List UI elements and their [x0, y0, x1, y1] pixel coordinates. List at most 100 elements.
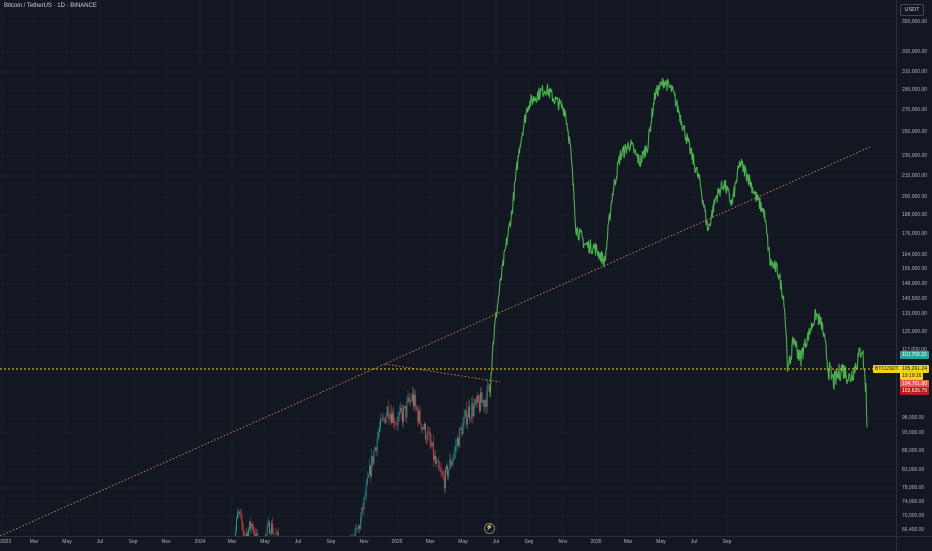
candle-body — [239, 512, 240, 513]
candle-body — [410, 400, 411, 402]
candle-body — [387, 407, 388, 416]
candle-body — [481, 392, 482, 402]
candle-body — [419, 411, 420, 423]
candle-body — [477, 396, 478, 403]
candle-body — [240, 513, 241, 515]
trend-line[interactable] — [0, 147, 870, 536]
trend-line-short[interactable] — [385, 364, 500, 382]
candle-body — [452, 462, 453, 465]
candle-body — [429, 431, 430, 432]
candle-body — [486, 400, 487, 407]
candle-body — [459, 428, 460, 446]
candle-body — [237, 513, 238, 519]
chart-pane[interactable]: Bitcoin / TetherUS · 1D · BINANCE ⚡ — [0, 0, 896, 536]
candle-body — [473, 403, 474, 416]
countdown-tag: 19:19:16 — [900, 372, 923, 380]
candle-body — [270, 533, 271, 534]
time-axis-label: Mar — [30, 539, 39, 545]
price-axis-label: 176,000.00 — [902, 231, 927, 237]
price-axis-label: 156,000.00 — [902, 266, 927, 272]
projection-path — [490, 78, 867, 427]
candle-body — [356, 529, 357, 530]
candle-body — [275, 534, 276, 535]
candle-body — [394, 423, 395, 424]
candle-body — [359, 526, 360, 529]
candle-body — [445, 469, 446, 489]
candle-body — [399, 412, 400, 416]
time-axis-label: 2025 — [391, 539, 402, 545]
candle-body — [392, 413, 393, 424]
time-axis-label: May — [260, 539, 269, 545]
candle-body — [355, 529, 356, 537]
candle-body — [379, 428, 380, 432]
candle-body — [448, 469, 449, 476]
candle-body — [272, 523, 273, 533]
candle-body — [434, 456, 435, 460]
candle-body — [361, 508, 362, 518]
candle-body — [467, 418, 468, 425]
candle-body — [365, 496, 366, 497]
candle-body — [377, 437, 378, 450]
price-axis-label: 270,000.00 — [902, 107, 927, 113]
price-axis-label: 83,000.00 — [902, 467, 924, 473]
candle-body — [454, 451, 455, 457]
candle-body — [489, 385, 490, 392]
candle-body — [411, 400, 412, 401]
candle-body — [397, 424, 398, 425]
time-axis-label: Sep — [327, 539, 336, 545]
candle-body — [389, 418, 390, 419]
lightning-bolt-icon[interactable]: ⚡ — [484, 523, 495, 534]
candle-body — [401, 408, 402, 412]
price-axis-label: 350,000.00 — [902, 19, 927, 25]
candle-body — [465, 410, 466, 416]
candle-body — [438, 461, 439, 467]
candle-body — [400, 408, 401, 412]
time-axis-label: Mar — [426, 539, 435, 545]
candle-body — [242, 515, 243, 524]
candle-body — [440, 467, 441, 470]
candle-body — [426, 439, 427, 440]
time-axis-label: Sep — [129, 539, 138, 545]
candle-body — [470, 418, 471, 419]
time-axis-label: Nov — [162, 539, 171, 545]
candle-body — [250, 521, 251, 528]
candle-body — [458, 438, 459, 446]
candle-body — [381, 419, 382, 420]
candle-body — [425, 424, 426, 439]
time-axis-label: Mar — [228, 539, 237, 545]
candle-body — [269, 522, 270, 534]
candle-body — [238, 512, 239, 513]
candle-body — [254, 530, 255, 533]
time-axis-label: 2026 — [590, 539, 601, 545]
candle-body — [402, 412, 403, 422]
candle-body — [463, 423, 464, 434]
price-axis-label: 74,000.00 — [902, 499, 924, 505]
candle-body — [469, 406, 470, 418]
candle-body — [268, 522, 269, 525]
candle-body — [442, 472, 443, 475]
time-axis-label: Nov — [360, 539, 369, 545]
candle-body — [418, 410, 419, 422]
symbol-title[interactable]: Bitcoin / TetherUS · 1D · BINANCE — [4, 3, 97, 9]
candle-body — [360, 518, 361, 529]
currency-button[interactable]: USDT — [900, 4, 924, 16]
candle-body — [385, 418, 386, 423]
time-axis-label: May — [458, 539, 467, 545]
price-chart[interactable] — [0, 0, 896, 536]
candle-body — [423, 427, 424, 429]
candle-body — [476, 399, 477, 403]
candle-body — [380, 419, 381, 428]
candle-body — [412, 393, 413, 400]
time-axis-label: Nov — [559, 539, 568, 545]
time-axis-label: Sep — [525, 539, 534, 545]
candle-body — [273, 534, 274, 535]
time-axis-label: Sep — [723, 539, 732, 545]
price-axis-label: 93,000.00 — [902, 430, 924, 436]
time-axis-label: Jul — [493, 539, 499, 545]
axis-corner — [896, 536, 932, 551]
candle-body — [478, 396, 479, 402]
candle-body — [432, 442, 433, 446]
candle-body — [390, 414, 391, 420]
